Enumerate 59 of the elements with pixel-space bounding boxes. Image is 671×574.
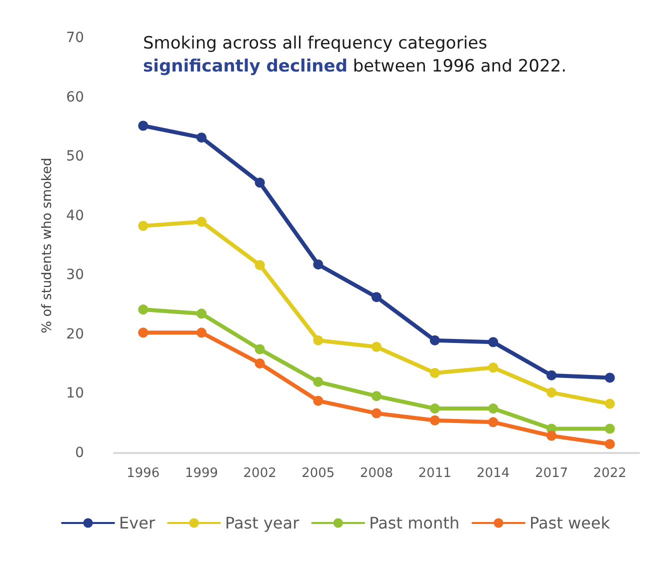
y-tick-label: 70 (66, 30, 84, 46)
point (254, 178, 265, 188)
point (488, 362, 498, 373)
point (488, 404, 498, 414)
y-tick-label: 50 (66, 148, 84, 165)
y-tick-label: 10 (66, 386, 84, 402)
chart-title: Smoking across all frequency categories (143, 34, 488, 54)
point (488, 337, 498, 348)
point (488, 417, 498, 428)
point (254, 358, 265, 368)
point (313, 259, 324, 270)
x-tick-label: 1996 (126, 466, 160, 481)
y-tick-label: 20 (66, 326, 84, 342)
text: significantly declined between 1996 and 2022. (143, 56, 567, 76)
point (604, 398, 615, 409)
point (196, 132, 206, 143)
point (372, 292, 382, 302)
point (313, 376, 324, 387)
legend-label: Ever (119, 514, 156, 532)
x-tick-label: 2002 (243, 466, 276, 481)
point (372, 408, 382, 418)
point (372, 391, 382, 402)
point (138, 328, 148, 338)
x-tick-label: 2017 (534, 466, 568, 481)
legend-label: Past week (530, 514, 611, 532)
point (313, 396, 324, 406)
point (196, 216, 206, 227)
legend-label: Past month (369, 514, 460, 532)
x-tick-label: 2005 (302, 466, 335, 481)
point (196, 328, 206, 338)
x-tick-label: 2022 (593, 466, 626, 481)
point (546, 370, 556, 380)
x-tick-label: 2008 (360, 466, 394, 481)
point (430, 368, 440, 378)
y-tick-label: 40 (66, 208, 84, 224)
point (138, 120, 148, 131)
point (604, 439, 615, 450)
legend-label: Past year (225, 514, 300, 532)
point (196, 308, 206, 319)
point (138, 220, 148, 231)
x-tick-label: 2014 (476, 466, 510, 481)
x-tick-label: 2011 (418, 466, 452, 481)
y-tick-label: 0 (75, 445, 84, 461)
point (372, 342, 382, 352)
point (604, 424, 615, 434)
point (254, 260, 265, 270)
point (546, 430, 556, 441)
y-tick-label: 60 (66, 89, 84, 106)
point (430, 415, 440, 426)
point (138, 304, 148, 315)
y-tick-label: 30 (66, 267, 84, 284)
point (604, 372, 615, 383)
x-tick-label: 1999 (184, 466, 218, 481)
point (313, 335, 324, 346)
point (430, 335, 440, 346)
y-axis-title: % of students who smoked (40, 158, 55, 334)
point (430, 404, 440, 414)
point (546, 388, 556, 398)
point (254, 344, 265, 354)
